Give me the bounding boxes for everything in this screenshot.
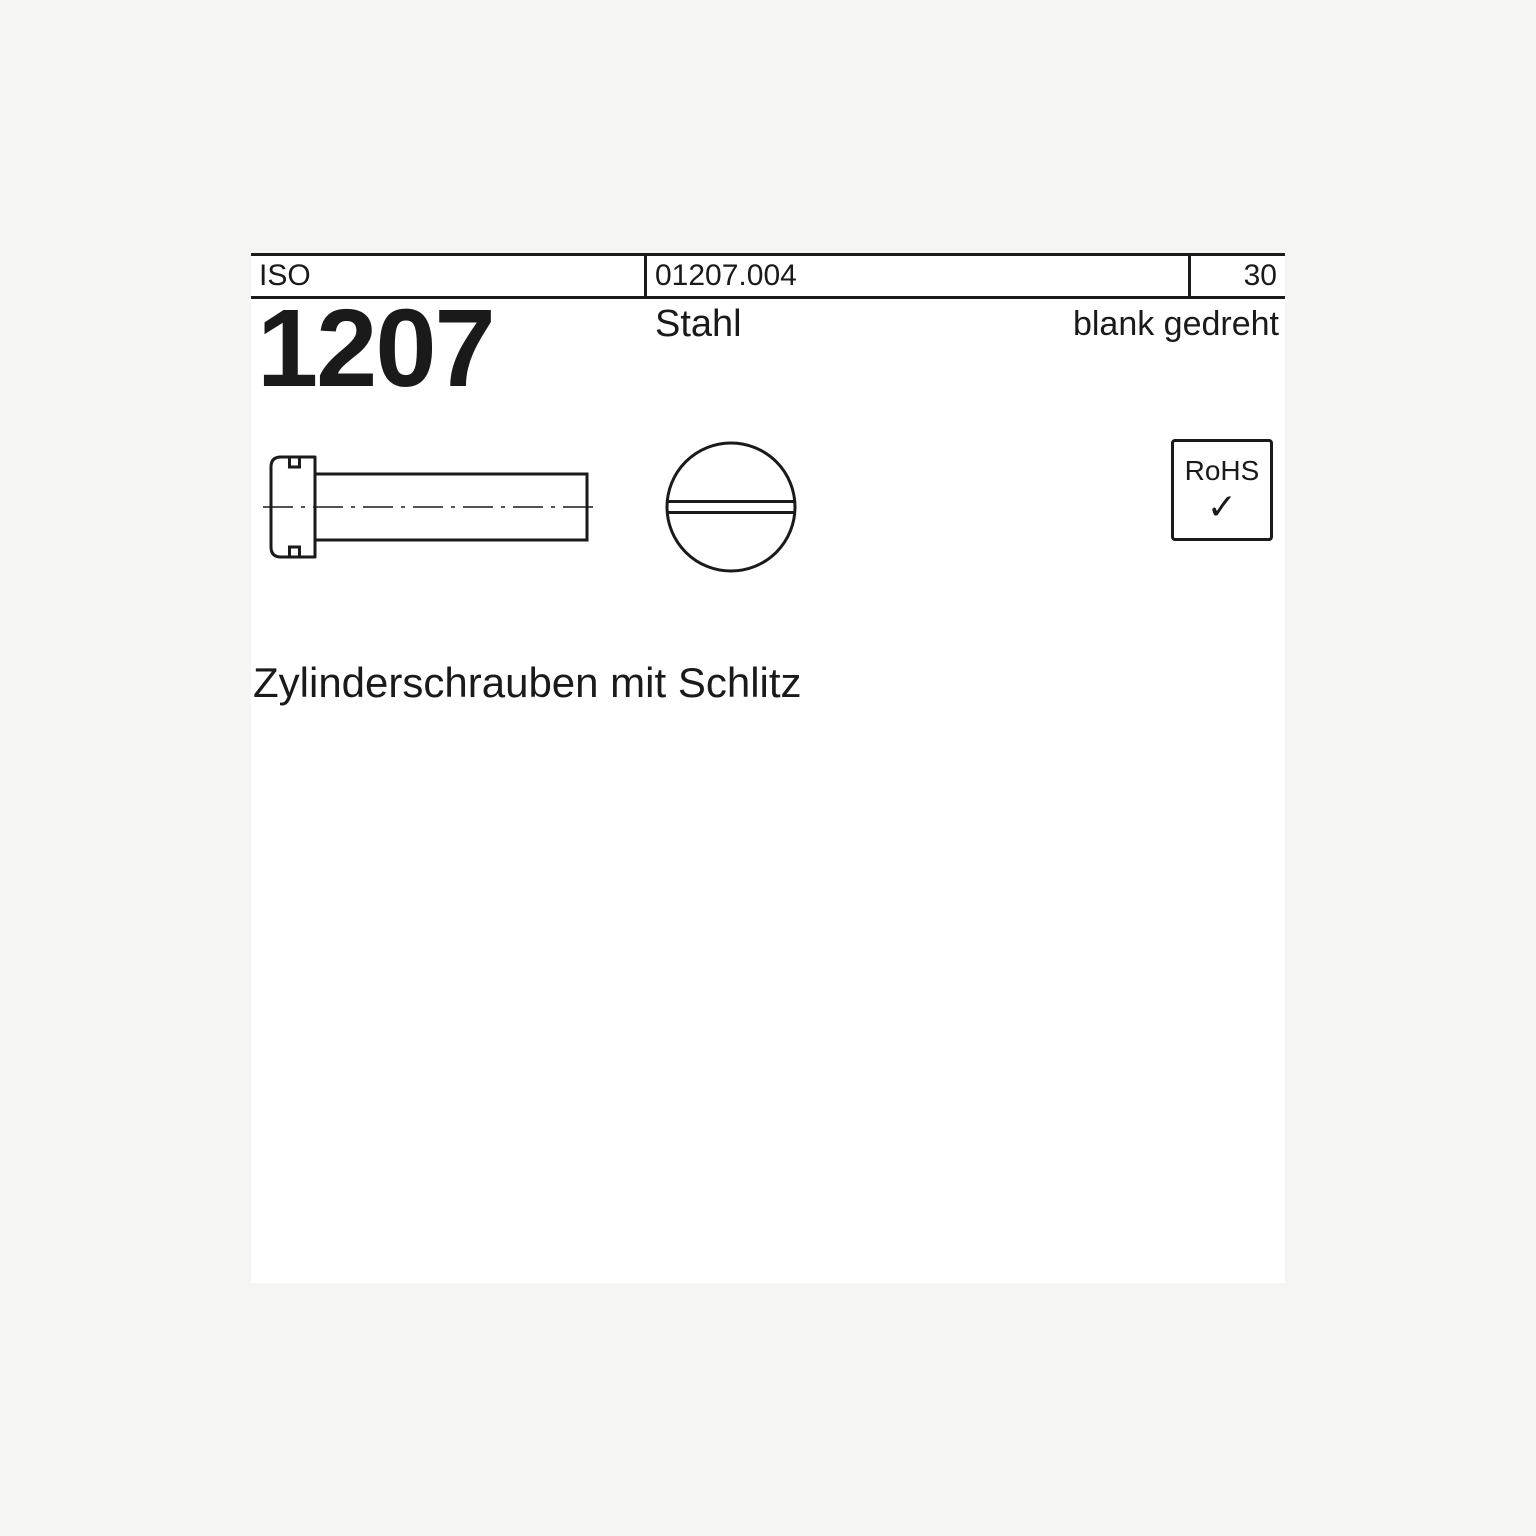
standard-number: 1207 — [251, 299, 647, 394]
material-label: Stahl — [647, 299, 965, 394]
header-qty: 30 — [1191, 256, 1285, 296]
subheader-row: 1207 Stahl blank gedreht — [251, 299, 1285, 394]
technical-drawing — [251, 429, 1285, 629]
rohs-badge: RoHS ✓ — [1171, 439, 1273, 541]
check-icon: ✓ — [1207, 489, 1237, 525]
drawing-svg — [251, 429, 951, 609]
header-code: 01207.004 — [647, 256, 1191, 296]
spec-sheet: ISO 01207.004 30 1207 Stahl blank gedreh… — [251, 253, 1285, 1283]
rohs-label: RoHS — [1185, 455, 1260, 487]
product-title: Zylinderschrauben mit Schlitz — [253, 659, 802, 707]
finish-label: blank gedreht — [965, 299, 1285, 394]
